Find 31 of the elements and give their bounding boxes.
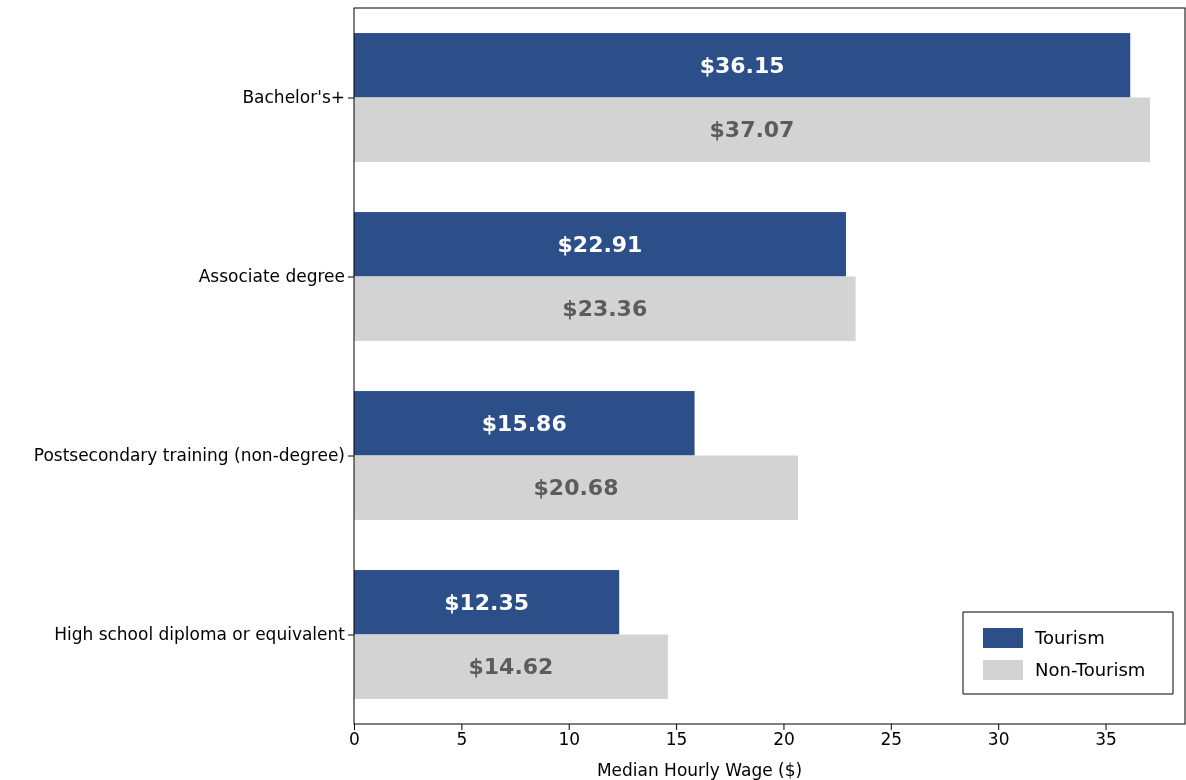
bar [354,276,856,341]
x-tick-label: 15 [665,729,688,750]
x-tick-label: 35 [1095,729,1117,750]
bar [354,391,695,456]
x-tick-label: 25 [880,729,903,750]
x-tick-label: 5 [456,729,468,750]
x-tick-label: 30 [987,729,1010,750]
bar [354,33,1131,98]
data-label: $15.86 [481,410,567,436]
legend-label: Non-Tourism [1035,659,1146,681]
y-tick-label: High school diploma or equivalent [54,624,346,645]
y-tick-label: Bachelor's+ [242,87,345,108]
x-axis-title: Median Hourly Wage ($) [596,760,803,780]
bar [354,97,1150,162]
bar [354,570,620,635]
bar [354,212,846,277]
y-tick-label: Postsecondary training (non-degree) [33,445,345,466]
bar [354,455,799,520]
data-label: $23.36 [562,296,648,322]
data-label: $20.68 [533,475,619,501]
data-label: $36.15 [699,52,785,78]
bar [354,634,668,699]
x-tick-label: 20 [773,729,795,750]
x-tick-label: 0 [349,729,360,750]
y-tick-label: Associate degree [198,266,345,287]
data-label: $12.35 [444,589,530,615]
data-label: $14.62 [468,654,554,680]
data-label: $37.07 [709,117,795,143]
legend-label: Tourism [1034,627,1105,649]
data-label: $22.91 [557,231,643,257]
x-tick-label: 10 [558,729,581,750]
